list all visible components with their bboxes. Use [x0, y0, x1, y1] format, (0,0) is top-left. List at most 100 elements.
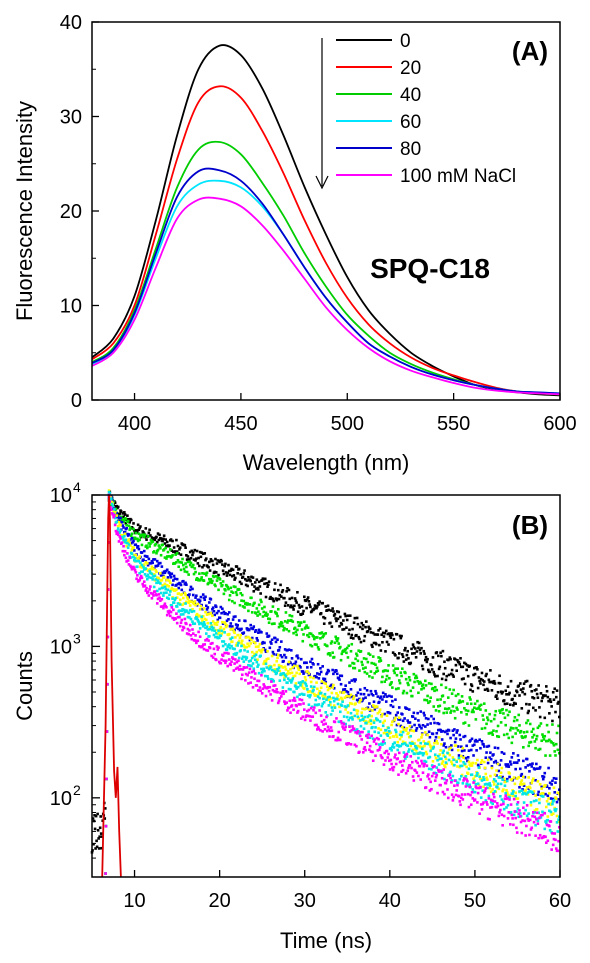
data-point [181, 557, 184, 561]
data-point [136, 539, 140, 543]
data-point [486, 761, 490, 765]
data-point [209, 598, 213, 601]
data-point [317, 692, 321, 696]
data-point [529, 803, 533, 807]
data-point [180, 588, 184, 592]
data-point [169, 610, 173, 614]
data-point [242, 631, 246, 634]
data-point [535, 807, 539, 811]
data-point [247, 635, 250, 639]
data-point [165, 596, 169, 600]
data-point [175, 551, 179, 555]
data-point [447, 758, 451, 762]
data-point [443, 707, 447, 710]
data-point [437, 709, 441, 713]
data-point [486, 817, 490, 821]
data-point [432, 670, 436, 674]
data-point [478, 738, 481, 742]
data-point [274, 640, 278, 644]
data-point [332, 672, 335, 676]
data-point [200, 576, 203, 579]
data-point [342, 727, 345, 730]
data-point [315, 643, 318, 646]
data-point [402, 689, 406, 693]
data-point [276, 597, 279, 601]
data-point [308, 603, 311, 606]
data-point [202, 607, 206, 610]
data-point [401, 730, 405, 734]
data-point [508, 796, 511, 799]
data-point [365, 707, 368, 710]
data-point [237, 656, 241, 660]
data-point [479, 796, 483, 799]
data-point [306, 694, 310, 697]
data-point [380, 680, 383, 684]
data-point [507, 811, 511, 814]
data-point [226, 612, 230, 616]
data-point [522, 806, 525, 810]
data-point [163, 582, 167, 586]
data-point [178, 598, 182, 602]
data-point [455, 731, 458, 734]
data-point [137, 532, 141, 536]
data-point [361, 730, 364, 734]
data-point [463, 661, 466, 665]
data-point [291, 699, 295, 702]
data-point [309, 665, 313, 669]
data-point [550, 813, 553, 816]
data-point [393, 756, 396, 759]
data-point [127, 538, 131, 541]
data-point [257, 631, 260, 634]
data-point [499, 782, 503, 786]
data-point [552, 786, 556, 790]
data-point [446, 788, 449, 791]
data-point [262, 610, 266, 614]
data-point [310, 644, 314, 648]
data-point [512, 794, 515, 798]
data-point [327, 704, 331, 707]
data-point [474, 762, 478, 765]
data-point [478, 812, 481, 815]
data-point [407, 731, 410, 735]
data-point [476, 667, 479, 671]
data-point [361, 623, 365, 627]
data-point [337, 642, 341, 645]
data-point [358, 669, 361, 672]
data-point [184, 562, 187, 565]
data-point [211, 607, 214, 611]
data-point [231, 647, 235, 650]
data-point [407, 735, 411, 739]
data-point [528, 769, 531, 773]
data-point [323, 695, 327, 699]
data-point [166, 576, 170, 579]
data-point [279, 624, 282, 628]
data-point [545, 685, 548, 688]
data-point [362, 747, 366, 751]
data-point [476, 740, 479, 743]
data-point [509, 823, 512, 826]
data-point [521, 690, 524, 694]
data-point [458, 777, 462, 781]
data-point [322, 723, 325, 726]
data-point [169, 538, 173, 541]
data-point [201, 607, 204, 611]
data-point [320, 704, 324, 708]
data-point [440, 742, 443, 746]
data-point [410, 647, 413, 651]
data-point [450, 709, 453, 713]
data-point [319, 691, 323, 695]
data-point [479, 682, 482, 685]
data-point [264, 694, 268, 698]
data-point [205, 637, 209, 641]
data-point [157, 577, 161, 580]
data-point [257, 689, 260, 692]
data-point [259, 598, 262, 602]
data-point [546, 739, 550, 743]
data-point [157, 544, 161, 547]
data-point [229, 622, 233, 625]
data-point [418, 764, 422, 768]
data-point [433, 685, 437, 689]
data-point [361, 718, 365, 721]
data-point [294, 682, 298, 685]
